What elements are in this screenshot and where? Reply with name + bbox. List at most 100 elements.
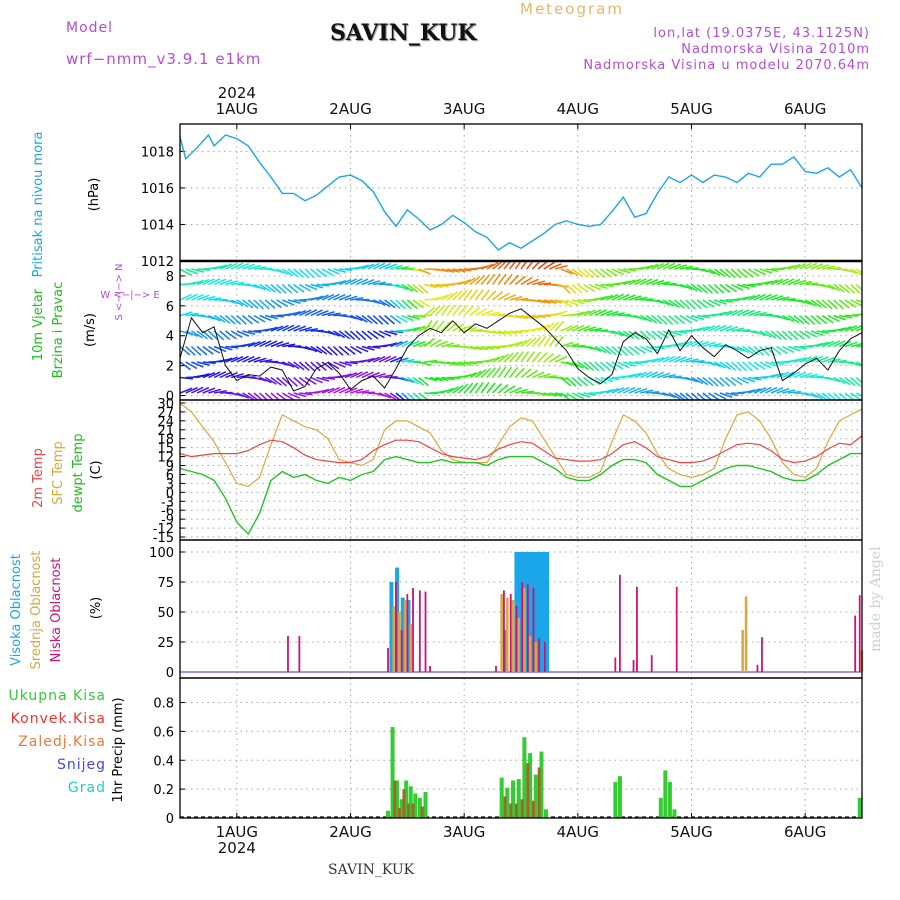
wind-arrow	[236, 262, 249, 270]
wind-arrow	[554, 355, 568, 363]
wind-arrow	[679, 299, 691, 310]
wind-arrow	[191, 279, 204, 286]
wind-arrow	[844, 299, 857, 308]
wind-arrow	[236, 330, 250, 337]
wind-arrow	[515, 297, 529, 301]
precip-total-bar	[528, 753, 533, 818]
wind-arrow	[725, 361, 737, 371]
wind-arrow	[287, 324, 301, 332]
wind-arrow	[662, 314, 674, 325]
wind-arrow	[730, 283, 744, 291]
wind-arrow	[810, 263, 824, 270]
wind-arrow	[725, 326, 739, 332]
wind-arrow	[327, 268, 341, 275]
wind-arrow	[844, 376, 856, 387]
wind-arrow	[759, 345, 770, 356]
wind-arrow	[640, 389, 654, 394]
wind-arrow	[731, 327, 745, 332]
wind-arrow	[855, 392, 862, 397]
x-day-label-bottom: 1AUG	[216, 823, 258, 841]
wind-arrow	[293, 376, 305, 387]
wind-arrow	[844, 283, 856, 294]
wind-arrow	[628, 372, 642, 379]
cloud-high-bar	[534, 552, 539, 672]
wind-arrow	[191, 293, 204, 301]
wind-arrow	[276, 268, 289, 275]
wind-arrow	[378, 262, 392, 270]
wind-arrow	[372, 262, 386, 270]
wind-arrow	[491, 273, 501, 285]
wind-arrow	[532, 280, 546, 286]
precip-total-bar	[613, 781, 618, 818]
wind-arrow	[736, 283, 750, 290]
wind-arrow	[622, 345, 634, 356]
wind-arrow	[333, 361, 346, 368]
wind-arrow	[776, 330, 787, 341]
wind-arrow	[452, 304, 462, 316]
wind-arrow	[384, 355, 397, 363]
wind-arrow	[304, 268, 316, 279]
wind-arrow	[600, 283, 614, 288]
wind-arrow	[765, 294, 778, 301]
wind-arrow	[600, 361, 611, 372]
cloud-mid-bar	[517, 618, 520, 672]
wind-arrow	[213, 264, 227, 270]
wind-arrow	[424, 376, 438, 382]
wind-arrow	[395, 283, 409, 291]
wind-arrow	[287, 268, 299, 278]
wind-arrow	[861, 330, 862, 331]
wind-arrow	[253, 266, 267, 270]
y-tick-label: 0	[166, 390, 174, 405]
wind-arrow	[446, 361, 460, 366]
wind-arrow	[799, 356, 812, 363]
wind-arrow	[373, 372, 386, 379]
precip-conv-bar	[503, 796, 507, 818]
wind-arrow	[719, 392, 733, 398]
wind-arrow	[196, 373, 210, 379]
wind-arrow	[821, 299, 833, 310]
wind-arrow	[623, 279, 636, 286]
wind-arrow	[520, 277, 533, 286]
cloud-low-bar	[412, 588, 414, 672]
wind-arrow	[821, 283, 835, 290]
y-tick-label: -15	[153, 531, 174, 546]
wind-arrow	[657, 372, 670, 379]
wind-arrow	[804, 355, 818, 363]
wind-arrow	[839, 326, 852, 332]
wind-arrow	[861, 284, 862, 286]
wind-arrow	[395, 314, 408, 323]
wind-arrow	[418, 376, 430, 387]
wind-arrow	[384, 299, 396, 309]
y-tick-label: -12	[153, 522, 174, 537]
wind-arrow	[742, 309, 755, 317]
precip-conv-bar	[402, 789, 406, 818]
wind-arrow	[242, 314, 253, 325]
wind-arrow	[765, 361, 778, 367]
wind-arrow	[509, 386, 522, 394]
wind-arrow	[838, 283, 850, 294]
wind-arrow	[304, 309, 318, 317]
wind-arrow	[844, 268, 858, 275]
wind-arrow	[742, 283, 756, 288]
wind-arrow	[407, 314, 421, 320]
wind-arrow	[224, 314, 236, 325]
wind-arrow	[816, 264, 830, 270]
wind-arrow	[816, 299, 828, 309]
wind-arrow	[509, 351, 519, 363]
y-tick-label: 1014	[141, 218, 174, 233]
wind-arrow	[344, 345, 356, 355]
wind-arrow	[270, 299, 282, 309]
wind-arrow	[355, 278, 369, 286]
wind-arrow	[219, 330, 231, 340]
wind-arrow	[770, 278, 784, 286]
precip-legend-1: Konvek.Kisa	[11, 711, 106, 727]
wind-arrow	[645, 371, 659, 379]
wind-arrow	[492, 330, 506, 335]
wind-arrow	[423, 337, 435, 348]
wind-arrow	[747, 345, 759, 356]
wind-arrow	[259, 340, 272, 348]
wind-arrow	[361, 330, 373, 341]
wind-arrow	[560, 376, 572, 387]
wind-arrow	[270, 341, 284, 348]
wind-arrow	[645, 345, 659, 352]
